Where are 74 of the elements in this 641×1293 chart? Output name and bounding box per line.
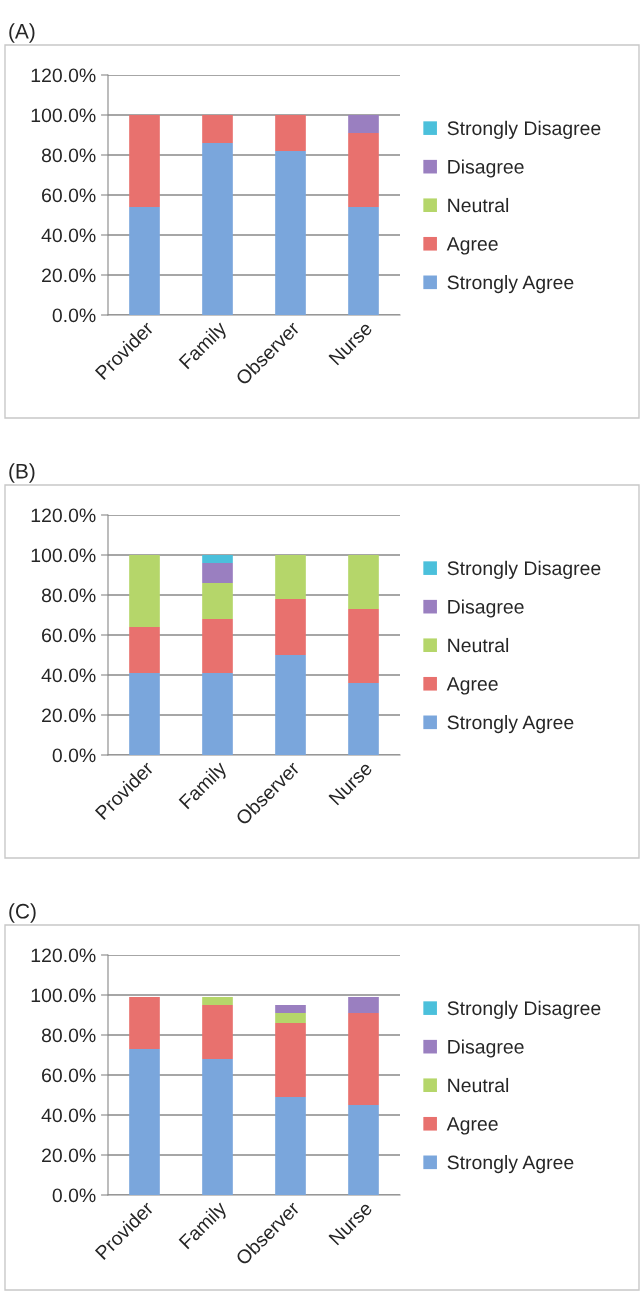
y-tick-label: 60.0%	[42, 1068, 96, 1083]
legend-label: Strongly Disagree	[447, 1000, 601, 1019]
y-tick-label: 120.0%	[31, 948, 96, 963]
legend-label: Agree	[446, 237, 498, 255]
bar	[129, 673, 160, 755]
legend-label: Agree	[446, 1117, 498, 1135]
legend-label: Strongly Agree	[447, 715, 574, 734]
bar	[275, 1097, 306, 1195]
bar	[129, 997, 160, 1049]
legend-label: Agree	[446, 677, 498, 695]
bar	[275, 115, 306, 151]
legend-label: Neutral	[448, 1077, 509, 1093]
legend-label: Strongly Agree	[447, 1155, 574, 1174]
bar	[202, 563, 233, 583]
y-tick-label: 20.0%	[42, 708, 96, 723]
bar	[129, 555, 160, 627]
y-tick-label: 120.0%	[31, 68, 96, 83]
chart-title: (C)	[9, 903, 36, 923]
y-tick-label: 80.0%	[41, 148, 96, 163]
bar	[348, 1013, 379, 1105]
bar	[348, 555, 379, 609]
bar	[202, 555, 233, 563]
legend-label: Strongly Agree	[447, 275, 574, 294]
bar	[348, 207, 379, 315]
bar	[202, 1005, 233, 1059]
legend-label: Neutral	[448, 637, 509, 653]
bar	[202, 997, 233, 1005]
y-tick-label: 100.0%	[31, 988, 96, 1003]
y-tick-label: 0.0%	[52, 308, 96, 323]
bar	[348, 609, 379, 683]
y-tick-label: 0.0%	[52, 748, 96, 763]
bar	[275, 555, 306, 599]
legend-label: Strongly Disagree	[447, 120, 601, 139]
y-tick-label: 40.0%	[41, 668, 96, 683]
bar	[202, 143, 233, 315]
legend-label: Disagree	[448, 1039, 524, 1058]
bar	[348, 115, 379, 133]
bar	[275, 1023, 306, 1097]
y-tick-label: 60.0%	[42, 628, 96, 643]
bar	[348, 133, 379, 207]
bar	[129, 1049, 160, 1195]
bar	[202, 115, 233, 143]
bar	[275, 599, 306, 655]
bar	[202, 583, 233, 619]
chart-title: (B)	[9, 463, 35, 483]
y-tick-label: 20.0%	[42, 1148, 96, 1163]
bar	[129, 207, 160, 315]
y-tick-label: 120.0%	[31, 508, 96, 523]
legend-label: Disagree	[448, 599, 524, 618]
bar	[275, 1005, 306, 1013]
y-tick-label: 100.0%	[31, 108, 96, 123]
bar	[202, 1059, 233, 1195]
bar	[275, 151, 306, 315]
y-tick-label: 80.0%	[41, 588, 96, 603]
bar	[348, 683, 379, 755]
bar	[348, 1105, 379, 1195]
y-tick-label: 60.0%	[42, 188, 96, 203]
y-tick-label: 0.0%	[52, 1188, 96, 1203]
legend-label: Strongly Disagree	[447, 560, 601, 579]
bar	[275, 655, 306, 755]
bar	[129, 627, 160, 673]
bar	[348, 997, 379, 1013]
y-tick-label: 100.0%	[31, 548, 96, 563]
bar	[202, 619, 233, 673]
legend-label: Neutral	[448, 197, 509, 213]
bar	[275, 1013, 306, 1023]
y-tick-label: 40.0%	[41, 228, 96, 243]
bar	[129, 115, 160, 207]
y-tick-label: 80.0%	[41, 1028, 96, 1043]
chart-title: (A)	[9, 23, 35, 43]
y-tick-label: 40.0%	[41, 1108, 96, 1123]
legend-label: Disagree	[448, 159, 524, 178]
y-tick-label: 20.0%	[42, 268, 96, 283]
bar	[202, 673, 233, 755]
